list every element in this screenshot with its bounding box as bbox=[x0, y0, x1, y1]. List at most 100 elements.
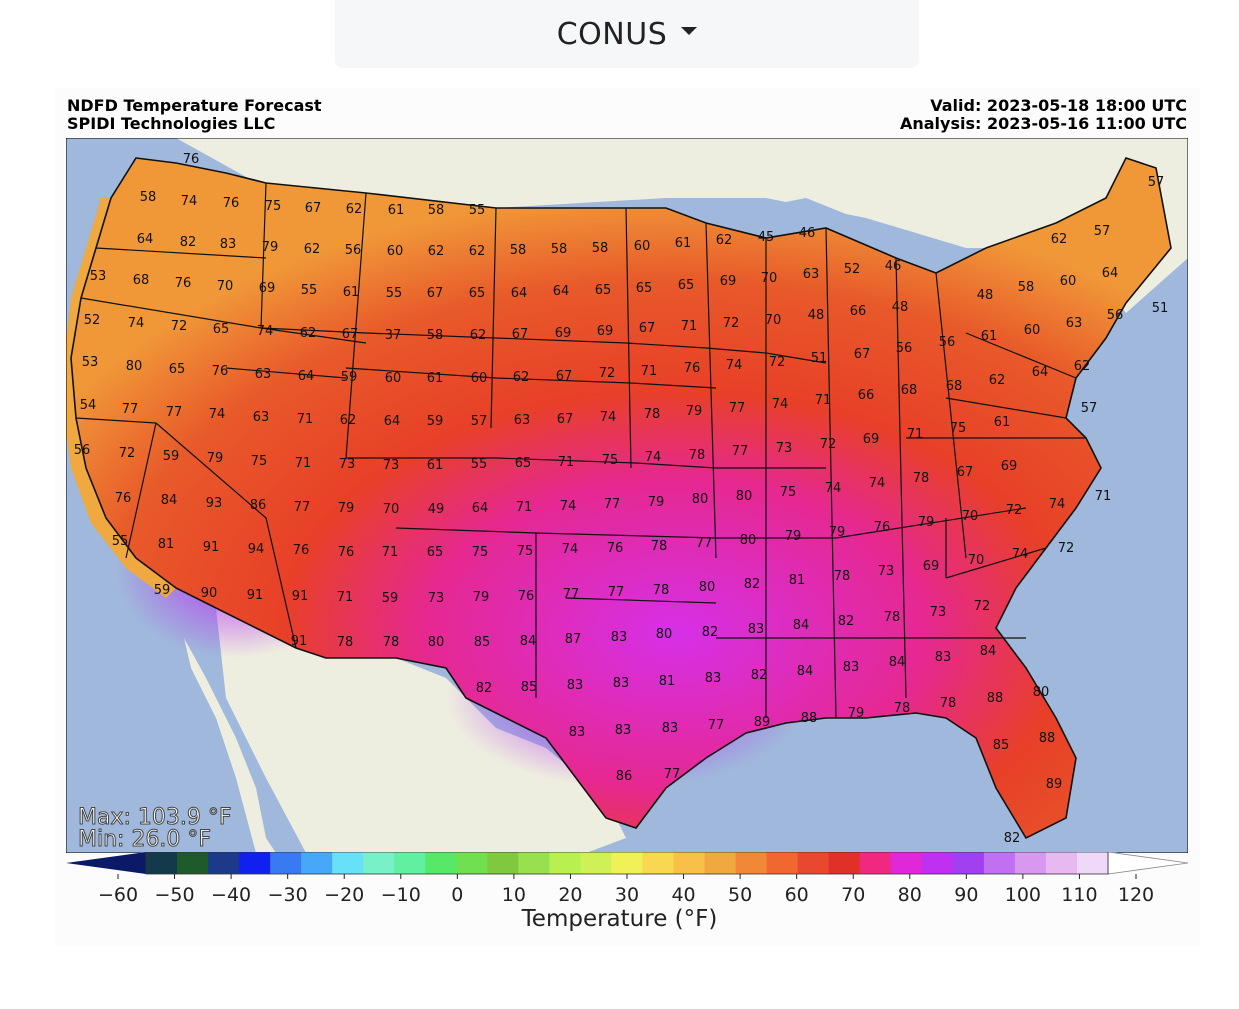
colorbar-cell bbox=[983, 852, 1016, 874]
temperature-label: 65 bbox=[636, 281, 653, 296]
colorbar-tick-label: 110 bbox=[1061, 884, 1097, 902]
temperature-label: 67 bbox=[854, 347, 871, 362]
temperature-label: 53 bbox=[90, 269, 107, 284]
temperature-label: 82 bbox=[702, 625, 719, 640]
temperature-label: 85 bbox=[474, 635, 491, 650]
colorbar-max-arrow bbox=[1107, 852, 1188, 875]
colorbar-cell bbox=[456, 852, 488, 874]
region-dropdown[interactable]: CONUS bbox=[335, 0, 919, 68]
temperature-label: 91 bbox=[247, 588, 264, 603]
temperature-label: 58 bbox=[140, 190, 157, 205]
temperature-label: 88 bbox=[1039, 731, 1056, 746]
temperature-label: 52 bbox=[84, 313, 101, 328]
temperature-label: 76 bbox=[684, 361, 701, 376]
colorbar-tick-label: 60 bbox=[785, 884, 809, 902]
temperature-label: 84 bbox=[980, 644, 997, 659]
colorbar-tick-label: 100 bbox=[1005, 884, 1041, 902]
temperature-label: 77 bbox=[664, 767, 681, 782]
temperature-label: 89 bbox=[754, 715, 771, 730]
temperature-label: 64 bbox=[384, 414, 401, 429]
temperature-label: 55 bbox=[301, 283, 318, 298]
temperature-label: 60 bbox=[1060, 274, 1077, 289]
temperature-label: 83 bbox=[748, 622, 765, 637]
colorbar-cell bbox=[828, 852, 861, 874]
temperature-label: 67 bbox=[557, 412, 574, 427]
temperature-label: 83 bbox=[567, 678, 584, 693]
temperature-label: 68 bbox=[133, 273, 150, 288]
temperature-label: 88 bbox=[987, 691, 1004, 706]
min-temperature: Min: 26.0 °F bbox=[78, 827, 211, 852]
temperature-label: 48 bbox=[977, 288, 994, 303]
temperature-label: 90 bbox=[201, 586, 218, 601]
temperature-label: 76 bbox=[175, 276, 192, 291]
temperature-label: 84 bbox=[889, 655, 906, 670]
colorbar-cell bbox=[859, 852, 892, 874]
temperature-label: 74 bbox=[181, 194, 198, 209]
temperature-label: 74 bbox=[645, 450, 662, 465]
max-temperature: Max: 103.9 °F bbox=[78, 805, 232, 830]
temperature-label: 63 bbox=[255, 367, 272, 382]
temperature-label: 59 bbox=[341, 370, 358, 385]
colorbar-cell bbox=[394, 852, 426, 874]
temperature-label: 84 bbox=[793, 618, 810, 633]
temperature-label: 62 bbox=[346, 202, 363, 217]
temperature-label: 84 bbox=[520, 634, 537, 649]
temperature-label: 75 bbox=[602, 453, 619, 468]
temperature-label: 83 bbox=[843, 660, 860, 675]
temperature-label: 77 bbox=[708, 718, 725, 733]
colorbar-min-arrow bbox=[66, 852, 146, 874]
temperature-label: 74 bbox=[257, 324, 274, 339]
colorbar-cell bbox=[549, 852, 581, 874]
colorbar-cell bbox=[518, 852, 550, 874]
temperature-label: 72 bbox=[119, 446, 136, 461]
colorbar-cell bbox=[642, 852, 675, 874]
temperature-label: 91 bbox=[291, 634, 308, 649]
temperature-label: 69 bbox=[720, 274, 737, 289]
temperature-label: 75 bbox=[517, 544, 534, 559]
temperature-label: 56 bbox=[345, 243, 362, 258]
temperature-label: 79 bbox=[648, 495, 665, 510]
temperature-label: 78 bbox=[884, 610, 901, 625]
temperature-label: 56 bbox=[939, 335, 956, 350]
temperature-label: 74 bbox=[869, 476, 886, 491]
temperature-label: 62 bbox=[989, 373, 1006, 388]
temperature-label: 74 bbox=[726, 358, 743, 373]
temperature-label: 66 bbox=[850, 304, 867, 319]
temperature-label: 82 bbox=[476, 681, 493, 696]
temperature-label: 62 bbox=[428, 244, 445, 259]
temperature-label: 69 bbox=[597, 324, 614, 339]
temperature-label: 82 bbox=[180, 235, 197, 250]
temperature-label: 83 bbox=[220, 237, 237, 252]
temperature-label: 61 bbox=[427, 371, 444, 386]
temperature-label: 82 bbox=[1004, 831, 1021, 846]
temperature-label: 67 bbox=[639, 321, 656, 336]
colorbar-cell bbox=[363, 852, 395, 874]
temperature-label: 71 bbox=[641, 364, 658, 379]
temperature-label: 69 bbox=[259, 281, 276, 296]
temperature-label: 79 bbox=[473, 590, 490, 605]
temperature-label: 80 bbox=[1033, 685, 1050, 700]
colorbar-tick-label: −40 bbox=[211, 884, 251, 902]
temperature-label: 65 bbox=[213, 322, 230, 337]
temperature-label: 75 bbox=[265, 199, 282, 214]
temperature-label: 57 bbox=[1094, 224, 1111, 239]
temperature-label: 62 bbox=[513, 370, 530, 385]
temperature-label: 71 bbox=[516, 500, 533, 515]
temperature-label: 91 bbox=[292, 589, 309, 604]
colorbar-cell bbox=[425, 852, 457, 874]
temperature-label: 83 bbox=[569, 725, 586, 740]
lake-superior bbox=[756, 198, 856, 238]
colorbar-tick-label: 30 bbox=[615, 884, 639, 902]
colorbar-cell bbox=[580, 852, 612, 874]
colorbar-cell bbox=[1014, 852, 1047, 874]
temperature-label: 67 bbox=[342, 327, 359, 342]
temperature-label: 69 bbox=[923, 559, 940, 574]
colorbar-cell bbox=[239, 852, 271, 874]
temperature-label: 63 bbox=[803, 267, 820, 282]
temperature-label: 76 bbox=[212, 364, 229, 379]
temperature-label: 61 bbox=[343, 285, 360, 300]
temperature-label: 60 bbox=[471, 371, 488, 386]
temperature-label: 59 bbox=[427, 414, 444, 429]
colorbar-title: Temperature (°F) bbox=[521, 906, 718, 932]
temperature-label: 75 bbox=[780, 485, 797, 500]
